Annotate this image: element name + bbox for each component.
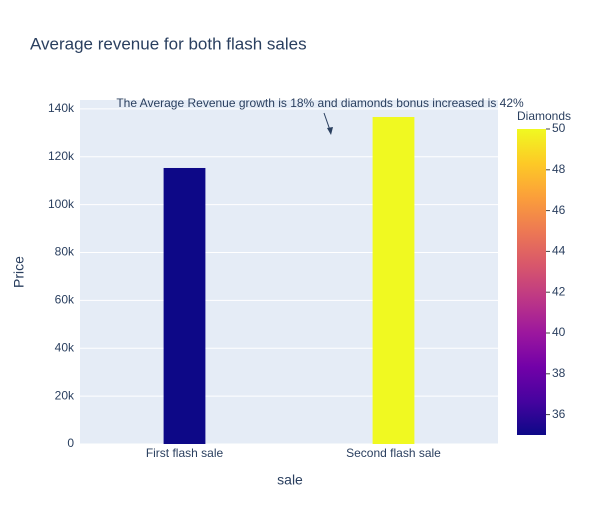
y-tick-label: 140k <box>48 101 75 115</box>
y-tick-label: 60k <box>55 293 75 307</box>
y-tick-label: 100k <box>48 197 75 211</box>
colorbar-tick-label: 40 <box>552 325 566 339</box>
bar <box>372 116 415 444</box>
x-axis-title: sale <box>277 472 303 488</box>
x-tick-label: First flash sale <box>146 446 224 460</box>
colorbar-tick-label: 36 <box>552 407 566 421</box>
colorbar-tick-label: 50 <box>552 121 566 135</box>
y-tick-label: 20k <box>55 388 75 402</box>
y-axis-title: Price <box>11 256 27 288</box>
colorbar-title: Diamonds <box>517 109 571 123</box>
colorbar-tick-label: 42 <box>552 284 566 298</box>
colorbar-tick-label: 44 <box>552 244 566 258</box>
y-tick-label: 40k <box>55 340 75 354</box>
annotation-arrowhead <box>327 127 333 135</box>
plot-area <box>80 100 498 444</box>
colorbar <box>517 129 546 435</box>
colorbar-tick-label: 48 <box>552 162 566 176</box>
y-tick-label: 0 <box>67 436 74 450</box>
bar <box>163 167 206 444</box>
chart-title: Average revenue for both flash sales <box>30 34 307 53</box>
colorbar-tick-label: 38 <box>552 366 566 380</box>
y-tick-label: 80k <box>55 245 75 259</box>
y-tick-label: 120k <box>48 149 75 163</box>
x-tick-label: Second flash sale <box>346 446 441 460</box>
colorbar-tick-label: 46 <box>552 203 566 217</box>
annotation: The Average Revenue growth is 18% and di… <box>116 96 524 110</box>
